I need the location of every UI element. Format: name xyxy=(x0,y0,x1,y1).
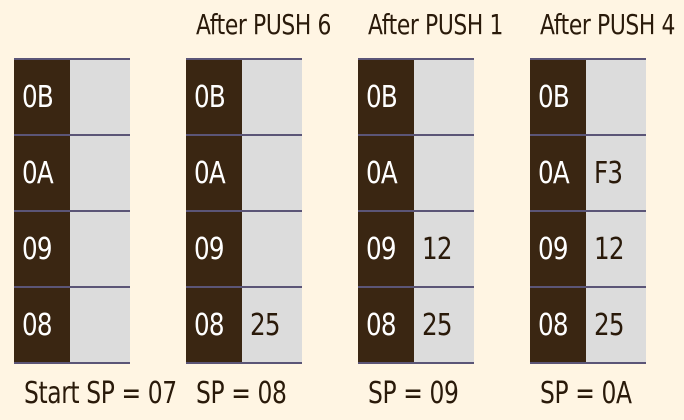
value-cell xyxy=(242,60,302,134)
stack-2: 0B 0A 09 12 08 25 xyxy=(358,58,474,364)
stack-row: 08 25 xyxy=(358,286,474,364)
address-cell: 0A xyxy=(358,136,414,210)
stack-1-sp-label: SP = 08 xyxy=(196,376,287,411)
stack-row: 0B xyxy=(530,58,646,134)
value-cell xyxy=(242,136,302,210)
stack-3-sp-label: SP = 0A xyxy=(540,376,632,411)
address-cell: 0B xyxy=(186,60,242,134)
value-cell: 12 xyxy=(586,212,646,286)
stack-row: 0B xyxy=(186,58,302,134)
address-cell: 09 xyxy=(358,212,414,286)
value-cell xyxy=(70,288,130,362)
address-cell: 0A xyxy=(186,136,242,210)
stack-2-title: After PUSH 1 xyxy=(368,8,503,41)
address-cell: 09 xyxy=(530,212,586,286)
stack-row: 0A xyxy=(358,134,474,210)
stack-row: 09 xyxy=(14,210,130,286)
value-cell: 25 xyxy=(414,288,474,362)
stack-row: 09 xyxy=(186,210,302,286)
address-cell: 08 xyxy=(530,288,586,362)
stack-row: 0B xyxy=(14,58,130,134)
value-cell xyxy=(70,60,130,134)
address-cell: 09 xyxy=(186,212,242,286)
stack-1: 0B 0A 09 08 25 xyxy=(186,58,302,364)
stack-row: 0A xyxy=(186,134,302,210)
stack-row: 09 12 xyxy=(530,210,646,286)
value-cell xyxy=(414,60,474,134)
stack-3-title: After PUSH 4 xyxy=(540,8,675,41)
address-cell: 09 xyxy=(14,212,70,286)
value-cell: 12 xyxy=(414,212,474,286)
address-cell: 0B xyxy=(14,60,70,134)
value-cell xyxy=(70,212,130,286)
stack-row: 0A F3 xyxy=(530,134,646,210)
stack-row: 08 25 xyxy=(186,286,302,364)
value-cell: F3 xyxy=(586,136,646,210)
address-cell: 08 xyxy=(358,288,414,362)
stack-row: 09 12 xyxy=(358,210,474,286)
stack-3: 0B 0A F3 09 12 08 25 xyxy=(530,58,646,364)
stack-0: 0B 0A 09 08 xyxy=(14,58,130,364)
address-cell: 0B xyxy=(530,60,586,134)
stack-row: 08 25 xyxy=(530,286,646,364)
address-cell: 08 xyxy=(186,288,242,362)
stack-row: 0A xyxy=(14,134,130,210)
value-cell xyxy=(414,136,474,210)
stack-0-sp-label: Start SP = 07 xyxy=(24,376,177,411)
address-cell: 08 xyxy=(14,288,70,362)
address-cell: 0A xyxy=(530,136,586,210)
stack-row: 08 xyxy=(14,286,130,364)
stack-row: 0B xyxy=(358,58,474,134)
stack-2-sp-label: SP = 09 xyxy=(368,376,459,411)
address-cell: 0B xyxy=(358,60,414,134)
value-cell xyxy=(586,60,646,134)
stack-1-title: After PUSH 6 xyxy=(196,8,331,41)
address-cell: 0A xyxy=(14,136,70,210)
value-cell xyxy=(70,136,130,210)
value-cell: 25 xyxy=(242,288,302,362)
value-cell: 25 xyxy=(586,288,646,362)
value-cell xyxy=(242,212,302,286)
